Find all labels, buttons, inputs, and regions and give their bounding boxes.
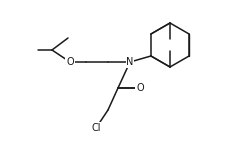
Text: O: O <box>66 57 74 67</box>
Text: O: O <box>136 83 144 93</box>
Text: N: N <box>126 57 134 67</box>
Text: Cl: Cl <box>91 123 101 133</box>
